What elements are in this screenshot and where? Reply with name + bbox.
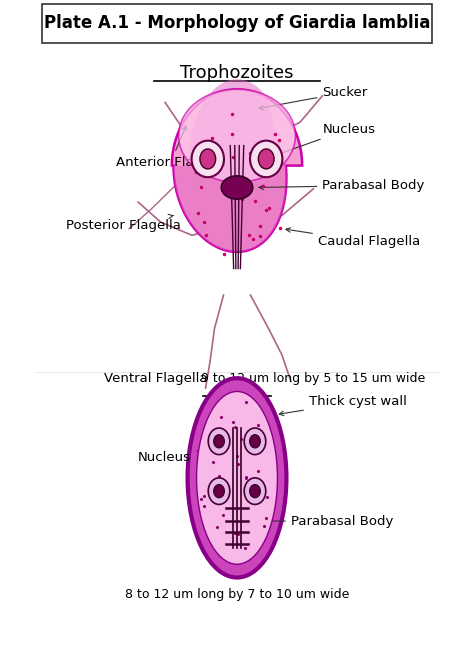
Ellipse shape: [214, 484, 224, 498]
Text: 8 to 12 um long by 7 to 10 um wide: 8 to 12 um long by 7 to 10 um wide: [125, 588, 349, 600]
Ellipse shape: [244, 428, 266, 455]
Ellipse shape: [208, 428, 230, 455]
Text: Parabasal Body: Parabasal Body: [255, 515, 393, 527]
Ellipse shape: [250, 141, 283, 177]
Text: Thick cyst wall: Thick cyst wall: [279, 395, 407, 415]
Text: Cyst: Cyst: [217, 383, 257, 401]
Text: Parabasal Body: Parabasal Body: [259, 179, 425, 192]
Text: Posterior Flagella: Posterior Flagella: [66, 214, 181, 232]
Text: Sucker: Sucker: [259, 86, 368, 110]
Ellipse shape: [197, 391, 277, 564]
Polygon shape: [172, 89, 302, 252]
Ellipse shape: [200, 149, 216, 169]
Ellipse shape: [208, 478, 230, 505]
FancyBboxPatch shape: [42, 4, 432, 43]
Text: Anterior Flagella: Anterior Flagella: [116, 126, 226, 169]
Text: Nucleus: Nucleus: [138, 448, 206, 464]
Ellipse shape: [250, 435, 260, 448]
Ellipse shape: [188, 378, 286, 578]
Text: Trophozoites: Trophozoites: [180, 64, 294, 82]
Polygon shape: [173, 79, 286, 252]
Ellipse shape: [214, 435, 224, 448]
Ellipse shape: [244, 478, 266, 505]
Text: Caudal Flagella: Caudal Flagella: [286, 228, 420, 249]
Text: 9 to 12 um long by 5 to 15 um wide: 9 to 12 um long by 5 to 15 um wide: [201, 372, 426, 385]
Ellipse shape: [250, 484, 260, 498]
Ellipse shape: [191, 141, 224, 177]
Text: Nucleus: Nucleus: [274, 123, 375, 156]
Text: Ventral Flagella: Ventral Flagella: [104, 372, 208, 385]
Text: Plate A.1 - Morphology of Giardia lamblia: Plate A.1 - Morphology of Giardia lambli…: [44, 14, 430, 32]
Ellipse shape: [258, 149, 274, 169]
Ellipse shape: [221, 176, 253, 199]
Ellipse shape: [179, 89, 295, 182]
